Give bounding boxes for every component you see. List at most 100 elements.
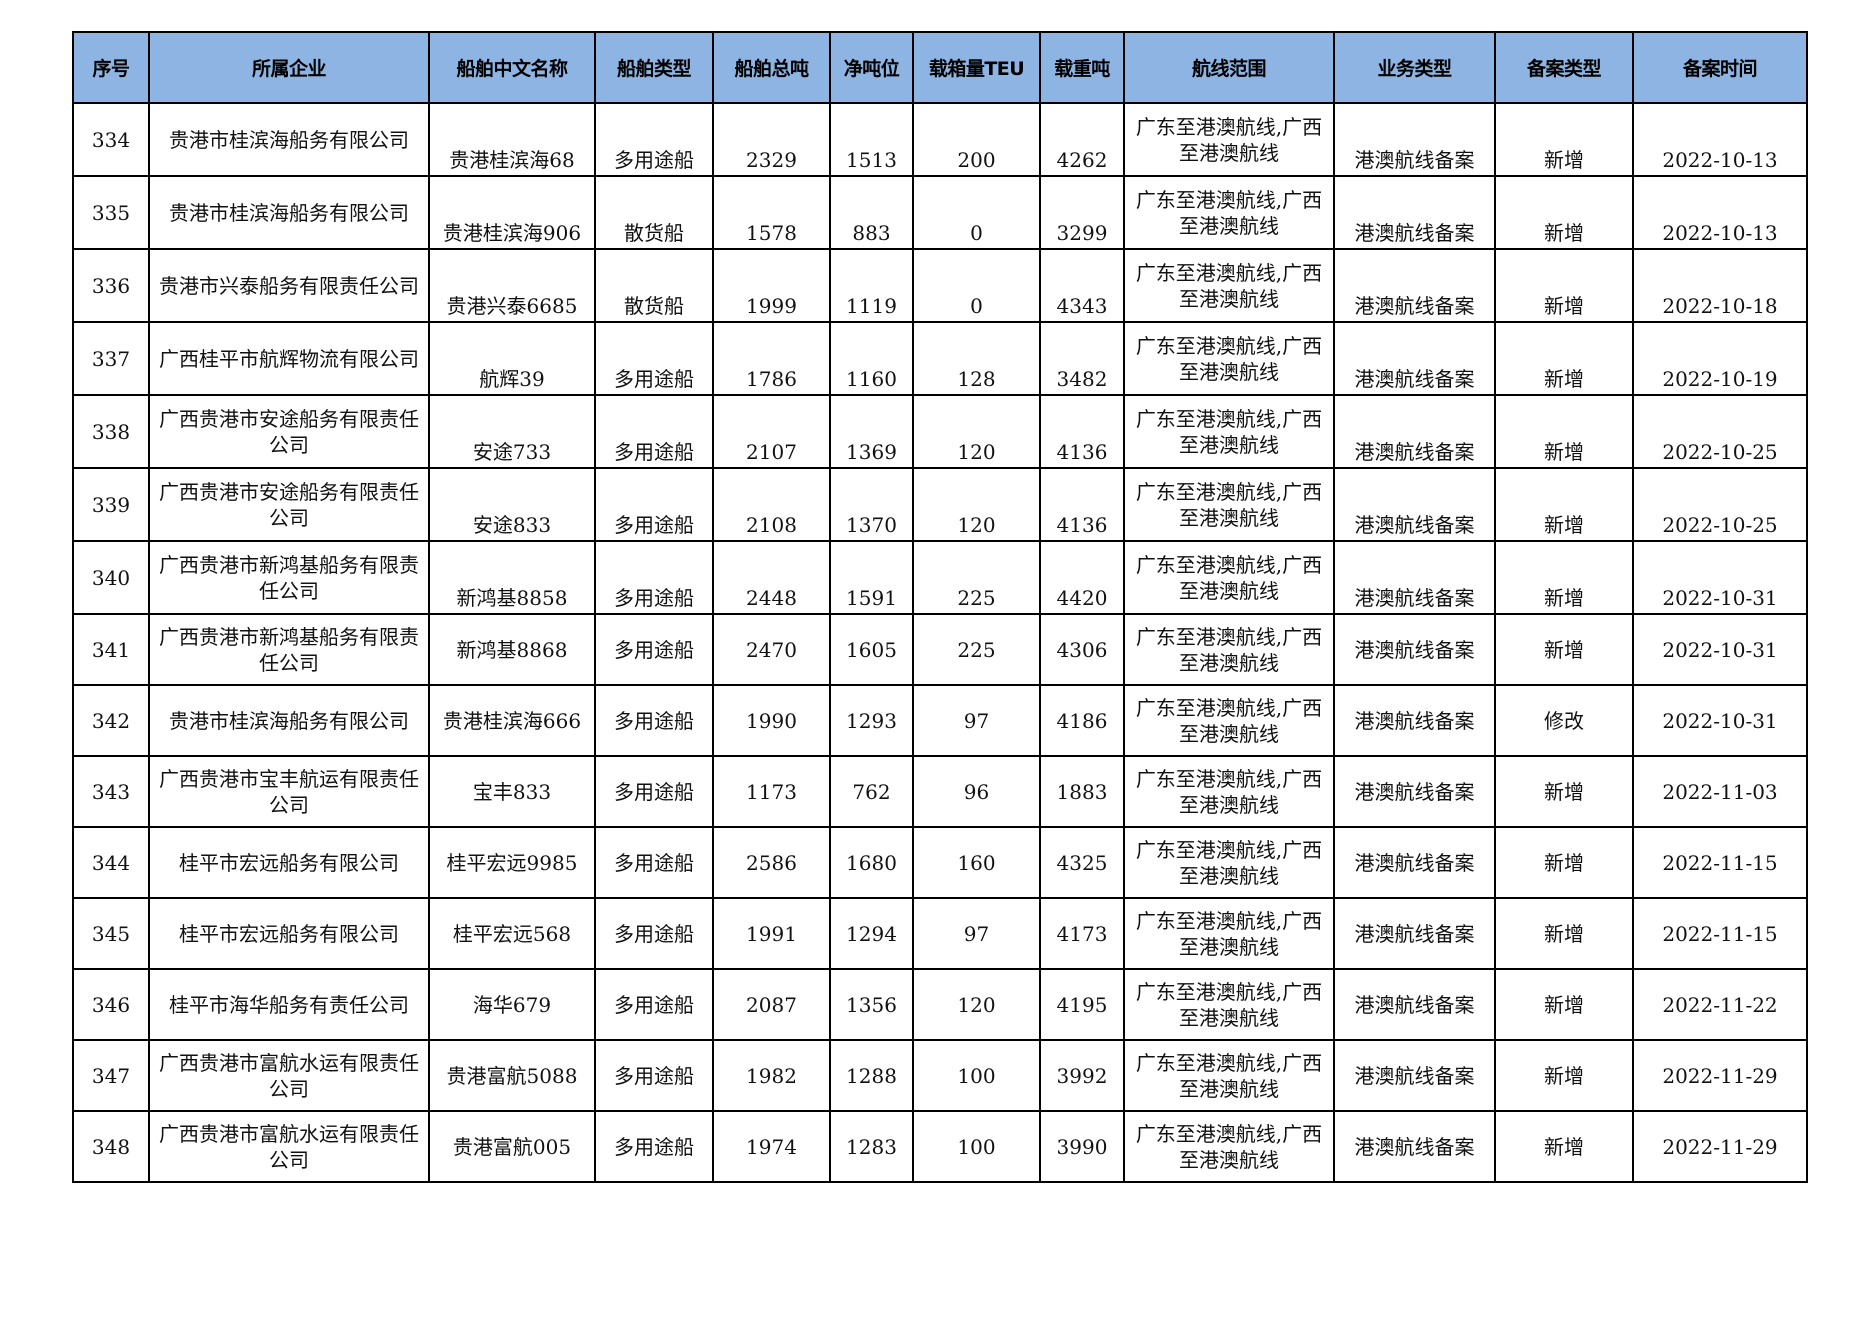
cell-filing-date: 2022-10-31 — [1632, 684, 1808, 757]
column-header-filing-type: 备案类型 — [1494, 31, 1634, 104]
cell-net-tonnage: 1283 — [829, 1110, 914, 1183]
cell-ship-name: 桂平宏远9985 — [428, 826, 596, 899]
cell-net-tonnage: 1370 — [829, 467, 914, 542]
cell-teu: 120 — [912, 467, 1041, 542]
cell-route: 广东至港澳航线,广西至港澳航线 — [1123, 755, 1335, 828]
cell-ship-type: 多用途船 — [594, 755, 714, 828]
table-row: 338 广西贵港市安途船务有限责任公司 安途733 多用途船 2107 1369 120 41… — [72, 394, 1808, 469]
cell-net-tonnage: 1288 — [829, 1039, 914, 1112]
cell-ship-name: 安途833 — [428, 467, 596, 542]
cell-seq: 337 — [72, 321, 150, 396]
cell-filing-type: 新增 — [1494, 826, 1634, 899]
cell-deadweight: 3990 — [1039, 1110, 1125, 1183]
cell-seq: 342 — [72, 684, 150, 757]
cell-teu: 120 — [912, 968, 1041, 1041]
cell-ship-name: 宝丰833 — [428, 755, 596, 828]
cell-company: 桂平市宏远船务有限公司 — [148, 897, 430, 970]
cell-gross-tonnage: 1173 — [712, 755, 831, 828]
cell-ship-type: 多用途船 — [594, 540, 714, 615]
cell-filing-date: 2022-11-15 — [1632, 826, 1808, 899]
table-row: 340 广西贵港市新鸿基船务有限责任公司 新鸿基8858 多用途船 2448 1591 22… — [72, 540, 1808, 615]
cell-net-tonnage: 883 — [829, 175, 914, 250]
cell-net-tonnage: 1356 — [829, 968, 914, 1041]
cell-teu: 96 — [912, 755, 1041, 828]
cell-ship-name: 桂平宏远568 — [428, 897, 596, 970]
cell-deadweight: 3482 — [1039, 321, 1125, 396]
cell-route: 广东至港澳航线,广西至港澳航线 — [1123, 968, 1335, 1041]
cell-ship-type: 多用途船 — [594, 684, 714, 757]
cell-deadweight: 3992 — [1039, 1039, 1125, 1112]
cell-gross-tonnage: 2586 — [712, 826, 831, 899]
cell-route: 广东至港澳航线,广西至港澳航线 — [1123, 613, 1335, 686]
cell-filing-type: 新增 — [1494, 467, 1634, 542]
cell-seq: 345 — [72, 897, 150, 970]
cell-net-tonnage: 1119 — [829, 248, 914, 323]
cell-route: 广东至港澳航线,广西至港澳航线 — [1123, 102, 1335, 177]
column-header-teu: 载箱量TEU — [912, 31, 1041, 104]
cell-net-tonnage: 1513 — [829, 102, 914, 177]
cell-ship-name: 新鸿基8868 — [428, 613, 596, 686]
cell-net-tonnage: 1293 — [829, 684, 914, 757]
cell-seq: 343 — [72, 755, 150, 828]
column-header-company: 所属企业 — [148, 31, 430, 104]
cell-seq: 339 — [72, 467, 150, 542]
cell-gross-tonnage: 2087 — [712, 968, 831, 1041]
cell-filing-date: 2022-10-25 — [1632, 467, 1808, 542]
cell-ship-type: 多用途船 — [594, 467, 714, 542]
cell-business-type: 港澳航线备案 — [1333, 1039, 1496, 1112]
cell-route: 广东至港澳航线,广西至港澳航线 — [1123, 684, 1335, 757]
column-header-route: 航线范围 — [1123, 31, 1335, 104]
cell-route: 广东至港澳航线,广西至港澳航线 — [1123, 394, 1335, 469]
cell-filing-date: 2022-11-15 — [1632, 897, 1808, 970]
cell-filing-date: 2022-10-13 — [1632, 175, 1808, 250]
cell-gross-tonnage: 2329 — [712, 102, 831, 177]
cell-filing-date: 2022-11-03 — [1632, 755, 1808, 828]
table-row: 344 桂平市宏远船务有限公司 桂平宏远9985 多用途船 2586 1680 160 432… — [72, 826, 1808, 899]
cell-route: 广东至港澳航线,广西至港澳航线 — [1123, 467, 1335, 542]
cell-filing-type: 新增 — [1494, 175, 1634, 250]
column-header-business-type: 业务类型 — [1333, 31, 1496, 104]
table-row: 334 贵港市桂滨海船务有限公司 贵港桂滨海68 多用途船 2329 1513 200 426… — [72, 102, 1808, 177]
cell-gross-tonnage: 2448 — [712, 540, 831, 615]
cell-company: 贵港市桂滨海船务有限公司 — [148, 102, 430, 177]
cell-company: 广西贵港市新鸿基船务有限责任公司 — [148, 540, 430, 615]
cell-teu: 100 — [912, 1039, 1041, 1112]
cell-filing-type: 新增 — [1494, 613, 1634, 686]
cell-ship-name: 海华679 — [428, 968, 596, 1041]
cell-company: 贵港市桂滨海船务有限公司 — [148, 175, 430, 250]
cell-filing-type: 新增 — [1494, 755, 1634, 828]
table-row: 343 广西贵港市宝丰航运有限责任公司 宝丰833 多用途船 1173 762 96 1883… — [72, 755, 1808, 828]
cell-ship-type: 多用途船 — [594, 968, 714, 1041]
cell-teu: 97 — [912, 897, 1041, 970]
cell-net-tonnage: 1680 — [829, 826, 914, 899]
cell-company: 广西贵港市安途船务有限责任公司 — [148, 467, 430, 542]
cell-seq: 341 — [72, 613, 150, 686]
cell-teu: 225 — [912, 540, 1041, 615]
cell-ship-name: 贵港桂滨海68 — [428, 102, 596, 177]
cell-company: 广西贵港市新鸿基船务有限责任公司 — [148, 613, 430, 686]
cell-company: 广西贵港市宝丰航运有限责任公司 — [148, 755, 430, 828]
cell-seq: 334 — [72, 102, 150, 177]
cell-teu: 160 — [912, 826, 1041, 899]
cell-filing-date: 2022-10-18 — [1632, 248, 1808, 323]
cell-net-tonnage: 1294 — [829, 897, 914, 970]
cell-filing-date: 2022-10-31 — [1632, 613, 1808, 686]
cell-filing-type: 新增 — [1494, 540, 1634, 615]
cell-deadweight: 4195 — [1039, 968, 1125, 1041]
cell-business-type: 港澳航线备案 — [1333, 321, 1496, 396]
column-header-net-tonnage: 净吨位 — [829, 31, 914, 104]
cell-ship-name: 贵港桂滨海666 — [428, 684, 596, 757]
cell-business-type: 港澳航线备案 — [1333, 467, 1496, 542]
cell-net-tonnage: 1369 — [829, 394, 914, 469]
cell-seq: 344 — [72, 826, 150, 899]
column-header-ship-type: 船舶类型 — [594, 31, 714, 104]
table-row: 337 广西桂平市航辉物流有限公司 航辉39 多用途船 1786 1160 128 3482 广… — [72, 321, 1808, 396]
cell-company: 贵港市兴泰船务有限责任公司 — [148, 248, 430, 323]
cell-ship-type: 多用途船 — [594, 394, 714, 469]
cell-business-type: 港澳航线备案 — [1333, 175, 1496, 250]
table-row: 336 贵港市兴泰船务有限责任公司 贵港兴泰6685 散货船 1999 1119 0 4343… — [72, 248, 1808, 323]
cell-ship-type: 多用途船 — [594, 102, 714, 177]
cell-ship-type: 多用途船 — [594, 613, 714, 686]
table-row: 342 贵港市桂滨海船务有限公司 贵港桂滨海666 多用途船 1990 1293 97 418… — [72, 684, 1808, 757]
cell-company: 贵港市桂滨海船务有限公司 — [148, 684, 430, 757]
